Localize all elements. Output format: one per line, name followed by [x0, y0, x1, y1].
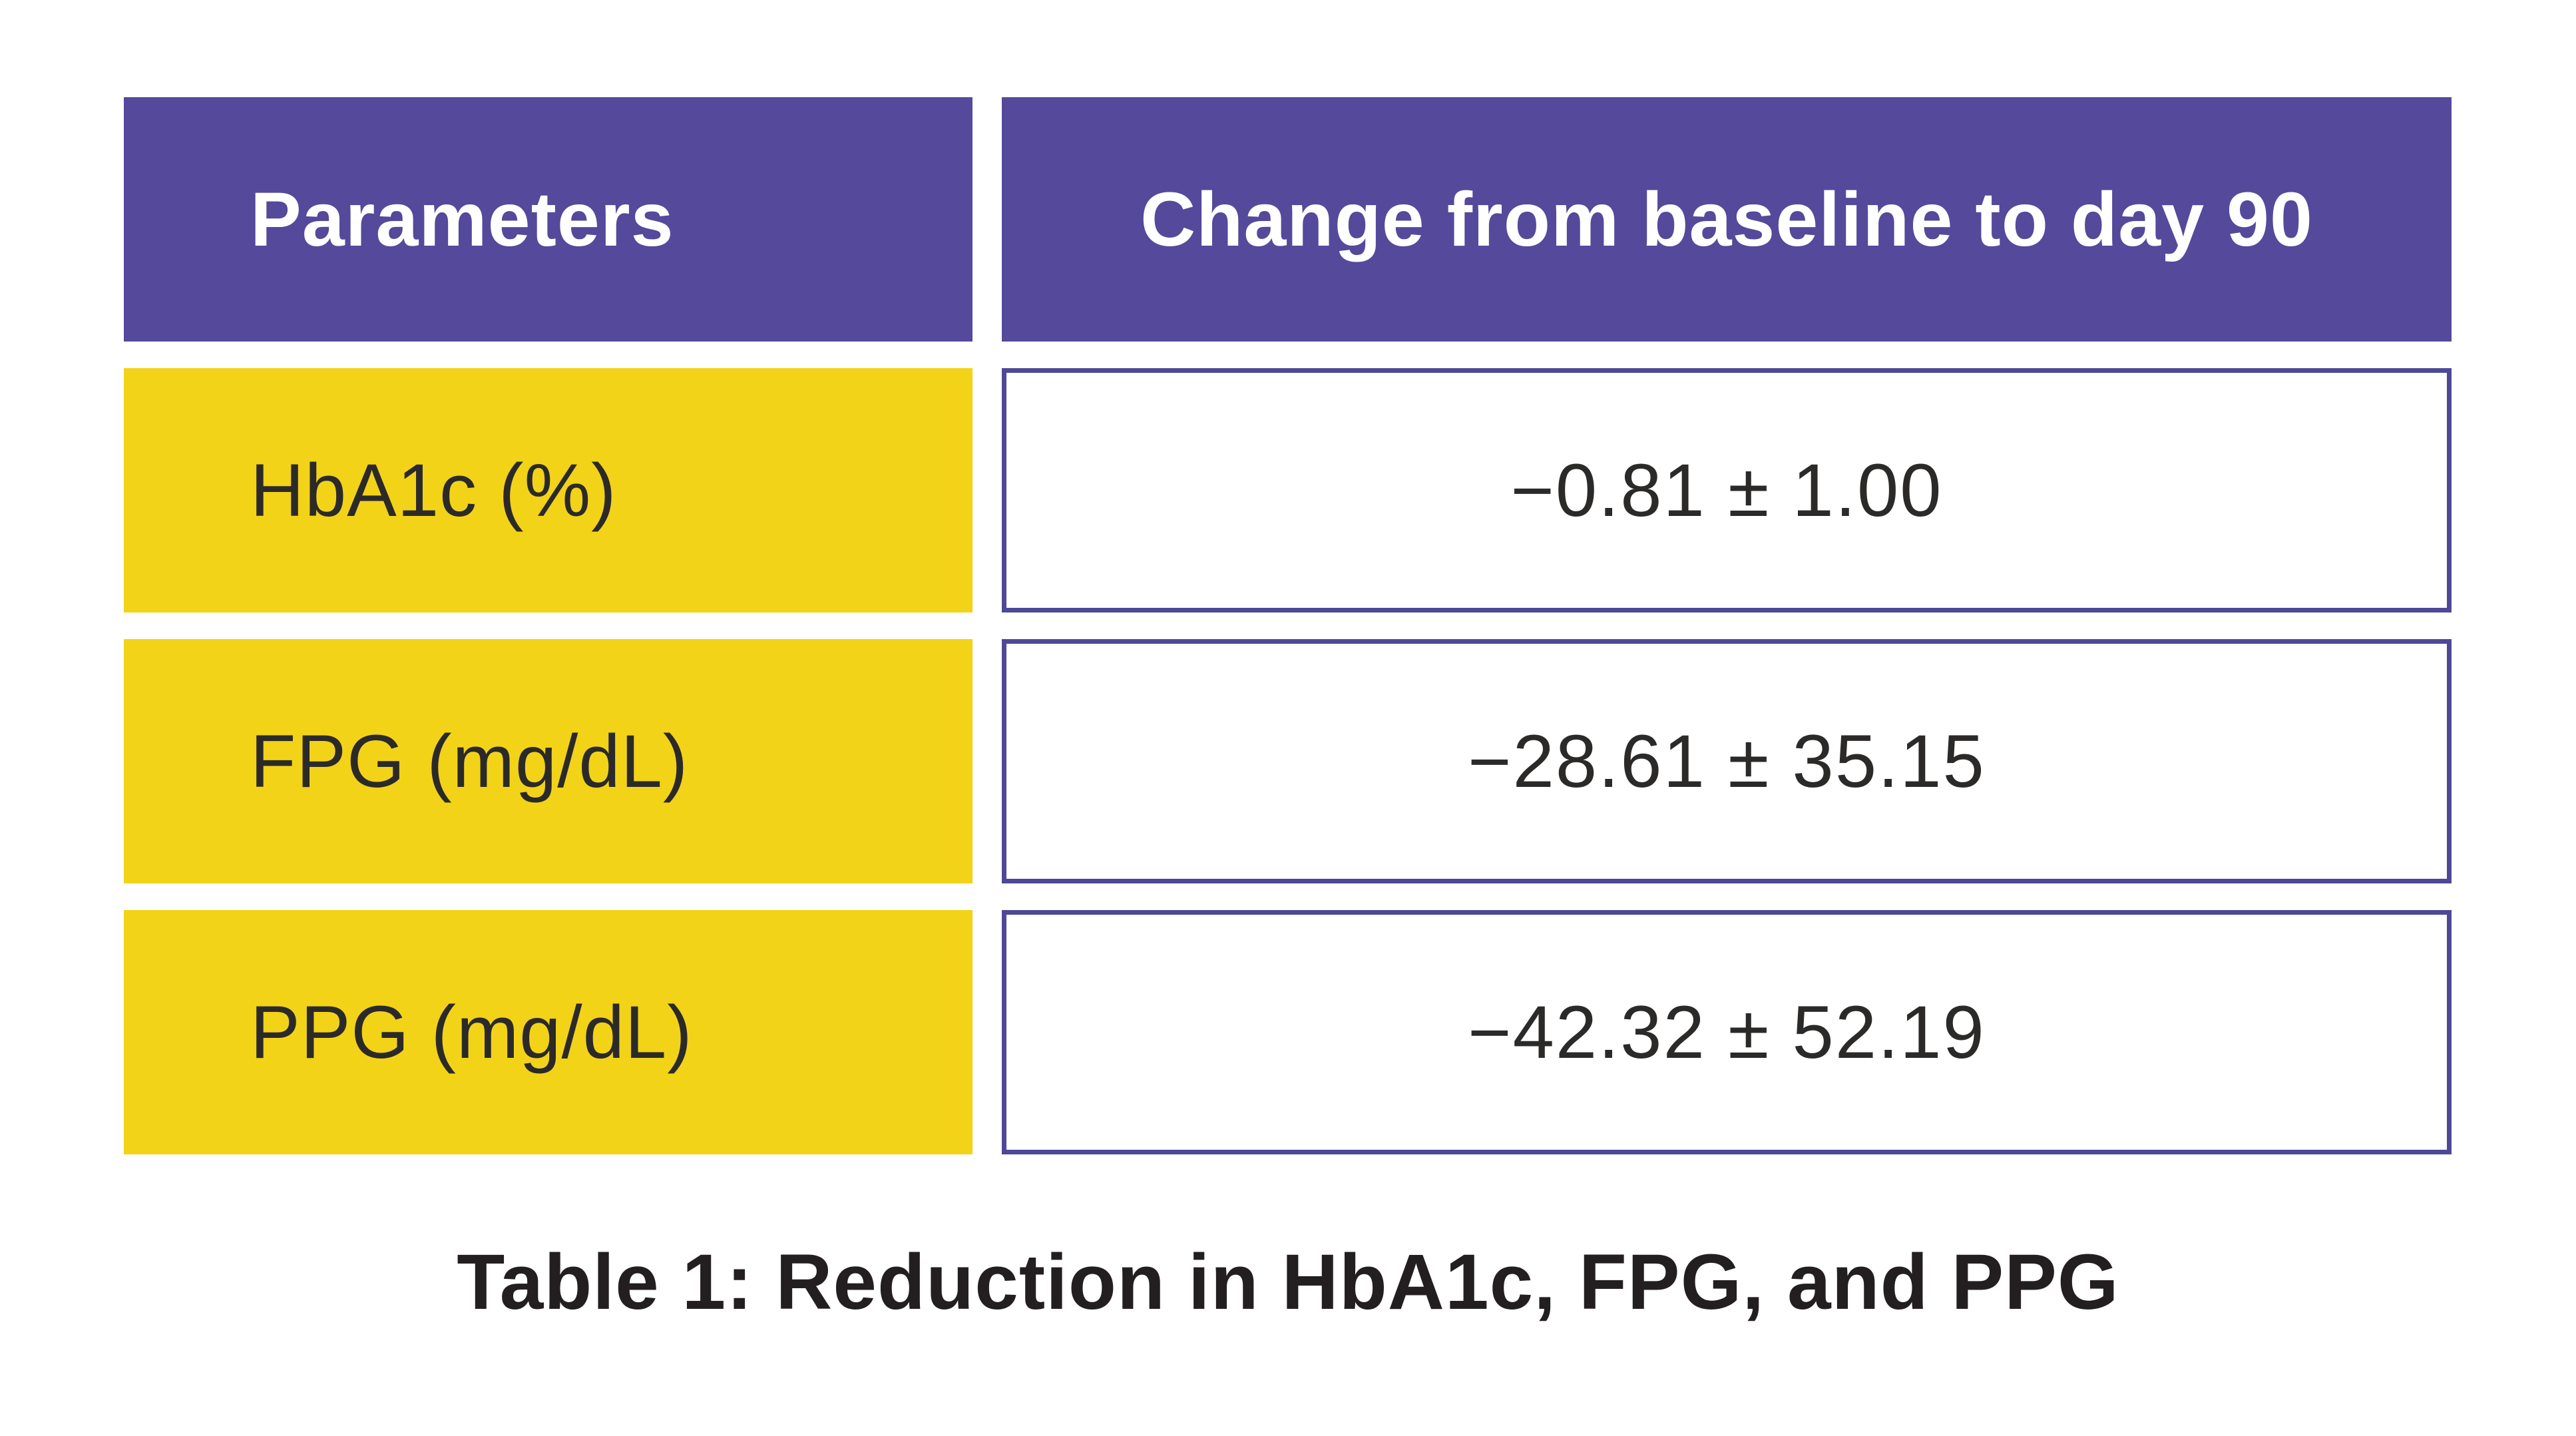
parameter-label-fpg: FPG (mg/dL) [250, 720, 689, 803]
table-caption: Table 1: Reduction in HbA1c, FPG, and PP… [457, 1238, 2119, 1326]
value-ppg: −42.32 ± 52.19 [1468, 991, 1986, 1074]
data-table: Parameters Change from baseline to day 9… [124, 97, 2452, 1154]
value-hba1c: −0.81 ± 1.00 [1510, 449, 1943, 532]
parameter-cell-hba1c: HbA1c (%) [124, 368, 972, 612]
value-fpg: −28.61 ± 35.15 [1468, 720, 1986, 803]
value-cell-ppg: −42.32 ± 52.19 [1002, 910, 2452, 1154]
parameter-cell-fpg: FPG (mg/dL) [124, 639, 972, 883]
header-cell-change-from-baseline: Change from baseline to day 90 [1002, 97, 2452, 342]
value-cell-fpg: −28.61 ± 35.15 [1002, 639, 2452, 883]
header-parameters-label: Parameters [250, 176, 674, 262]
parameter-label-ppg: PPG (mg/dL) [250, 991, 693, 1074]
parameter-label-hba1c: HbA1c (%) [250, 449, 617, 532]
header-cell-parameters: Parameters [124, 97, 972, 342]
parameter-cell-ppg: PPG (mg/dL) [124, 910, 972, 1154]
value-cell-hba1c: −0.81 ± 1.00 [1002, 368, 2452, 612]
header-change-label: Change from baseline to day 90 [1140, 176, 2313, 262]
